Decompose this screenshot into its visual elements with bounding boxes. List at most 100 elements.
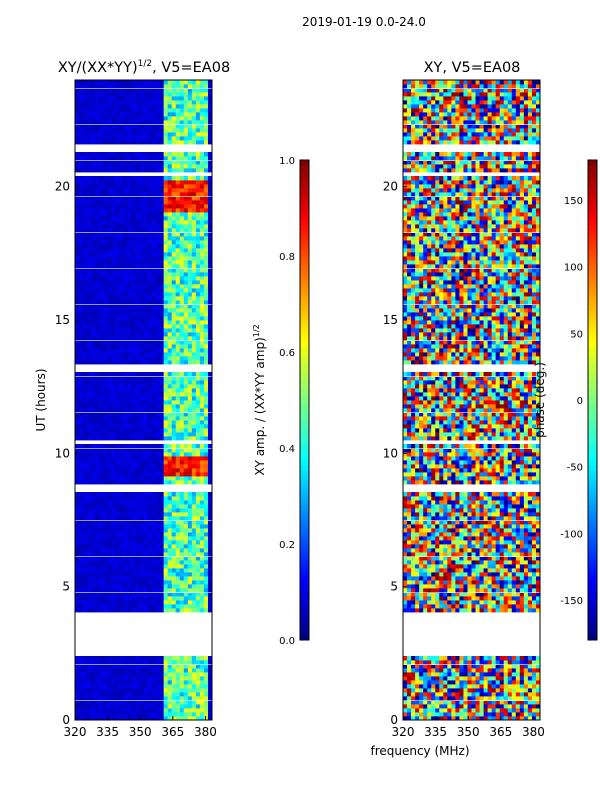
ampCells-cell — [143, 564, 148, 569]
ampTicks-ytick-label: 0 — [62, 713, 70, 727]
ampCells-cell — [139, 444, 144, 449]
ampCells-cell — [155, 312, 161, 317]
ampCells-cell — [191, 252, 197, 257]
ampCells-cell — [115, 712, 120, 717]
ampCells-cell — [207, 604, 213, 609]
ampCells-cell — [187, 528, 193, 533]
ampCells-cell — [199, 288, 205, 293]
ampCells-cell — [75, 300, 80, 305]
ampCells-cell — [95, 540, 100, 545]
ampCells-cell — [103, 100, 108, 105]
ampCells-cell — [79, 588, 84, 593]
ampCells-cell — [111, 132, 116, 137]
ampCells-cell — [123, 128, 128, 133]
ampCells-cell — [143, 552, 148, 557]
ampCells-cell — [95, 604, 100, 609]
ampCells-cell — [147, 136, 152, 141]
ampCells-cell — [103, 552, 108, 557]
ampCells-cell — [87, 100, 92, 105]
ampCells-cell — [91, 216, 96, 221]
ampCells-cell — [187, 504, 193, 509]
ampCells-cell — [187, 660, 193, 665]
ampCells-cell — [91, 532, 96, 537]
ampCells-cell — [195, 212, 201, 217]
ampCells-cell — [191, 380, 197, 385]
ampCells-cell — [99, 276, 104, 281]
ampCells-cell — [99, 264, 104, 269]
ampCells-cell — [83, 564, 88, 569]
ampCells-cell — [127, 592, 132, 597]
ampCells-cell — [127, 220, 132, 225]
ampCells-cell — [135, 200, 140, 205]
ampCells-cell — [187, 564, 193, 569]
ampCells-cell — [123, 436, 128, 441]
ampCells-cell — [191, 328, 197, 333]
ampCells-cell — [183, 596, 189, 601]
ampCells-cell — [147, 228, 152, 233]
ampCells-cell — [139, 584, 144, 589]
ampCells-cell — [79, 476, 84, 481]
ampCells-cell — [111, 436, 116, 441]
ampCells-cell — [195, 112, 201, 117]
ampCells-cell — [103, 300, 108, 305]
ampCells-cell — [187, 400, 193, 405]
ampBar-swatch — [300, 620, 309, 626]
ampCells-cell — [83, 120, 88, 125]
ampCells-cell — [195, 396, 201, 401]
ampCells-cell — [183, 572, 189, 577]
ampCells-cell — [135, 80, 140, 85]
ampCells-cell — [151, 260, 156, 265]
ampCells-cell — [139, 664, 144, 669]
ampCells-cell — [191, 660, 197, 665]
ampCells-cell — [107, 252, 112, 257]
ampCells-cell — [167, 552, 173, 557]
ampCells-cell — [175, 588, 181, 593]
ampCells-cell — [147, 480, 152, 485]
ampCells-cell — [83, 132, 88, 137]
ampCells-cell — [139, 680, 144, 685]
ampCells-cell — [83, 216, 88, 221]
ampCells-cell — [123, 516, 128, 521]
ampCells-cell — [163, 452, 169, 457]
ampCells-cell — [107, 528, 112, 533]
phCells-cell — [415, 716, 420, 721]
ampCells-cell — [83, 124, 88, 129]
ampCells-cell — [207, 456, 213, 461]
ampCells-cell — [91, 516, 96, 521]
ampCells-cell — [155, 152, 161, 157]
ampCells-cell — [131, 464, 136, 469]
ampCells-cell — [99, 348, 104, 353]
ampCells-cell — [139, 340, 144, 345]
ampCells-cell — [183, 88, 189, 93]
ampCells-cell — [111, 680, 116, 685]
ampCells-cell — [175, 304, 181, 309]
ampCells-cell — [79, 544, 84, 549]
ampCells-cell — [131, 200, 136, 205]
ampCells-cell — [147, 296, 152, 301]
ampCells-cell — [75, 312, 80, 317]
ampCells-cell — [207, 336, 213, 341]
ampCells-cell — [123, 112, 128, 117]
ampCells-cell — [75, 308, 80, 313]
ampCells-cell — [171, 468, 177, 473]
ampCells-cell — [75, 692, 80, 697]
ampCells-cell — [115, 208, 120, 213]
ampCells-cell — [151, 384, 156, 389]
ampCells-cell — [159, 472, 165, 477]
ampCells-cell — [107, 400, 112, 405]
ampCells-cell — [167, 236, 173, 241]
ampCells-cell — [207, 480, 213, 485]
ampCells-cell — [75, 588, 80, 593]
ampCells-cell — [163, 464, 169, 469]
ampCells-cell — [139, 468, 144, 473]
ampCells-cell — [87, 532, 92, 537]
ampCells-cell — [95, 80, 100, 85]
ampCells-cell — [207, 248, 213, 253]
ampCells-cell — [203, 680, 209, 685]
ampCells-cell — [175, 476, 181, 481]
ampCells-cell — [207, 308, 213, 313]
ampCells-cell — [199, 384, 205, 389]
ampCells-cell — [91, 376, 96, 381]
ampCells-cell — [131, 380, 136, 385]
ampCells-cell — [111, 548, 116, 553]
